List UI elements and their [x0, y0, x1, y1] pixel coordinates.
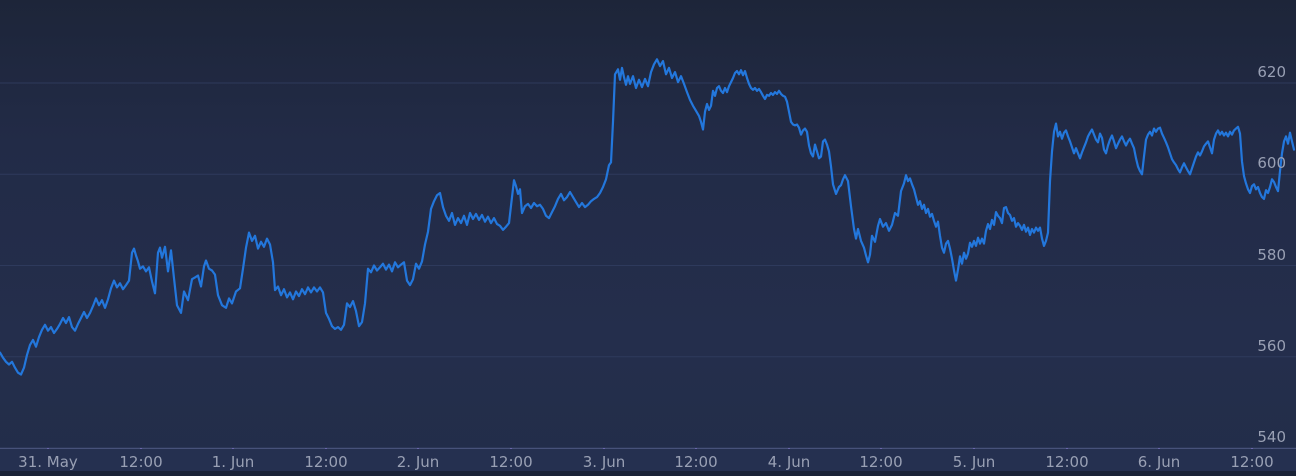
y-axis-label: 580	[1257, 245, 1286, 264]
x-axis-strip	[0, 449, 1296, 471]
x-axis-label: 12:00	[489, 453, 533, 471]
navigator-edge-strip	[0, 471, 1296, 476]
gridlines	[0, 82, 1296, 358]
y-axis-label: 620	[1257, 63, 1286, 81]
x-axis-label: 6. Jun	[1137, 453, 1181, 471]
x-axis-label: 3. Jun	[582, 453, 626, 471]
x-axis-label: 12:00	[674, 453, 718, 471]
x-axis-label: 5. Jun	[952, 453, 996, 471]
x-axis-label: 2. Jun	[396, 453, 440, 471]
x-axis-label: 1. Jun	[211, 453, 255, 471]
y-axis-label: 540	[1257, 428, 1286, 446]
x-axis-label: 12:00	[1230, 453, 1274, 471]
x-axis-label: 12:00	[859, 453, 903, 471]
x-axis-label: 31. May	[18, 453, 78, 471]
y-axis-label: 600	[1257, 154, 1286, 173]
x-axis-label: 12:00	[119, 453, 163, 471]
x-axis-label: 4. Jun	[767, 453, 811, 471]
y-axis-label: 560	[1257, 336, 1286, 355]
x-axis-label: 12:00	[304, 453, 348, 471]
x-axis-label: 12:00	[1045, 453, 1089, 471]
price-line-series[interactable]	[0, 58, 1296, 376]
